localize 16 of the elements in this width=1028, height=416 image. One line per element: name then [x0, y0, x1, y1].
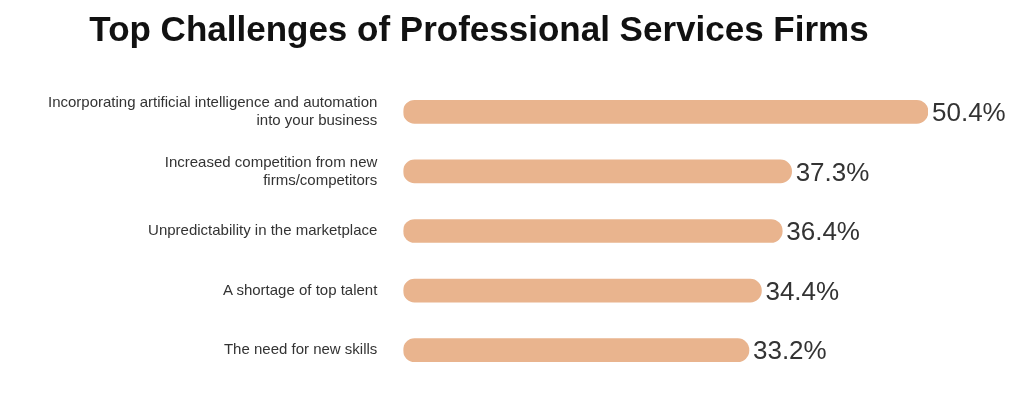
data-label: 34.4%	[765, 275, 840, 306]
data-label: 36.4%	[786, 216, 860, 247]
y-tick-label: Increased competition from new firms/competitors	[164, 152, 378, 188]
bar	[403, 99, 928, 124]
bar	[403, 219, 783, 243]
chart-title: Top Challenges of Professional Services Firms	[89, 8, 869, 48]
y-tick-label: A shortage of top talent	[223, 280, 379, 298]
bar	[403, 159, 792, 184]
data-label: 50.4%	[932, 96, 1006, 127]
bar	[403, 338, 750, 363]
bar	[403, 278, 762, 303]
data-label: 37.3%	[795, 156, 870, 187]
y-tick-label: Unpredictability in the marketplace	[148, 221, 378, 239]
y-tick-label: The need for new skills	[223, 340, 378, 358]
data-label: 33.2%	[752, 335, 827, 366]
y-tick-label: Incorporating artificial intelligence and automation into your business	[47, 92, 378, 128]
